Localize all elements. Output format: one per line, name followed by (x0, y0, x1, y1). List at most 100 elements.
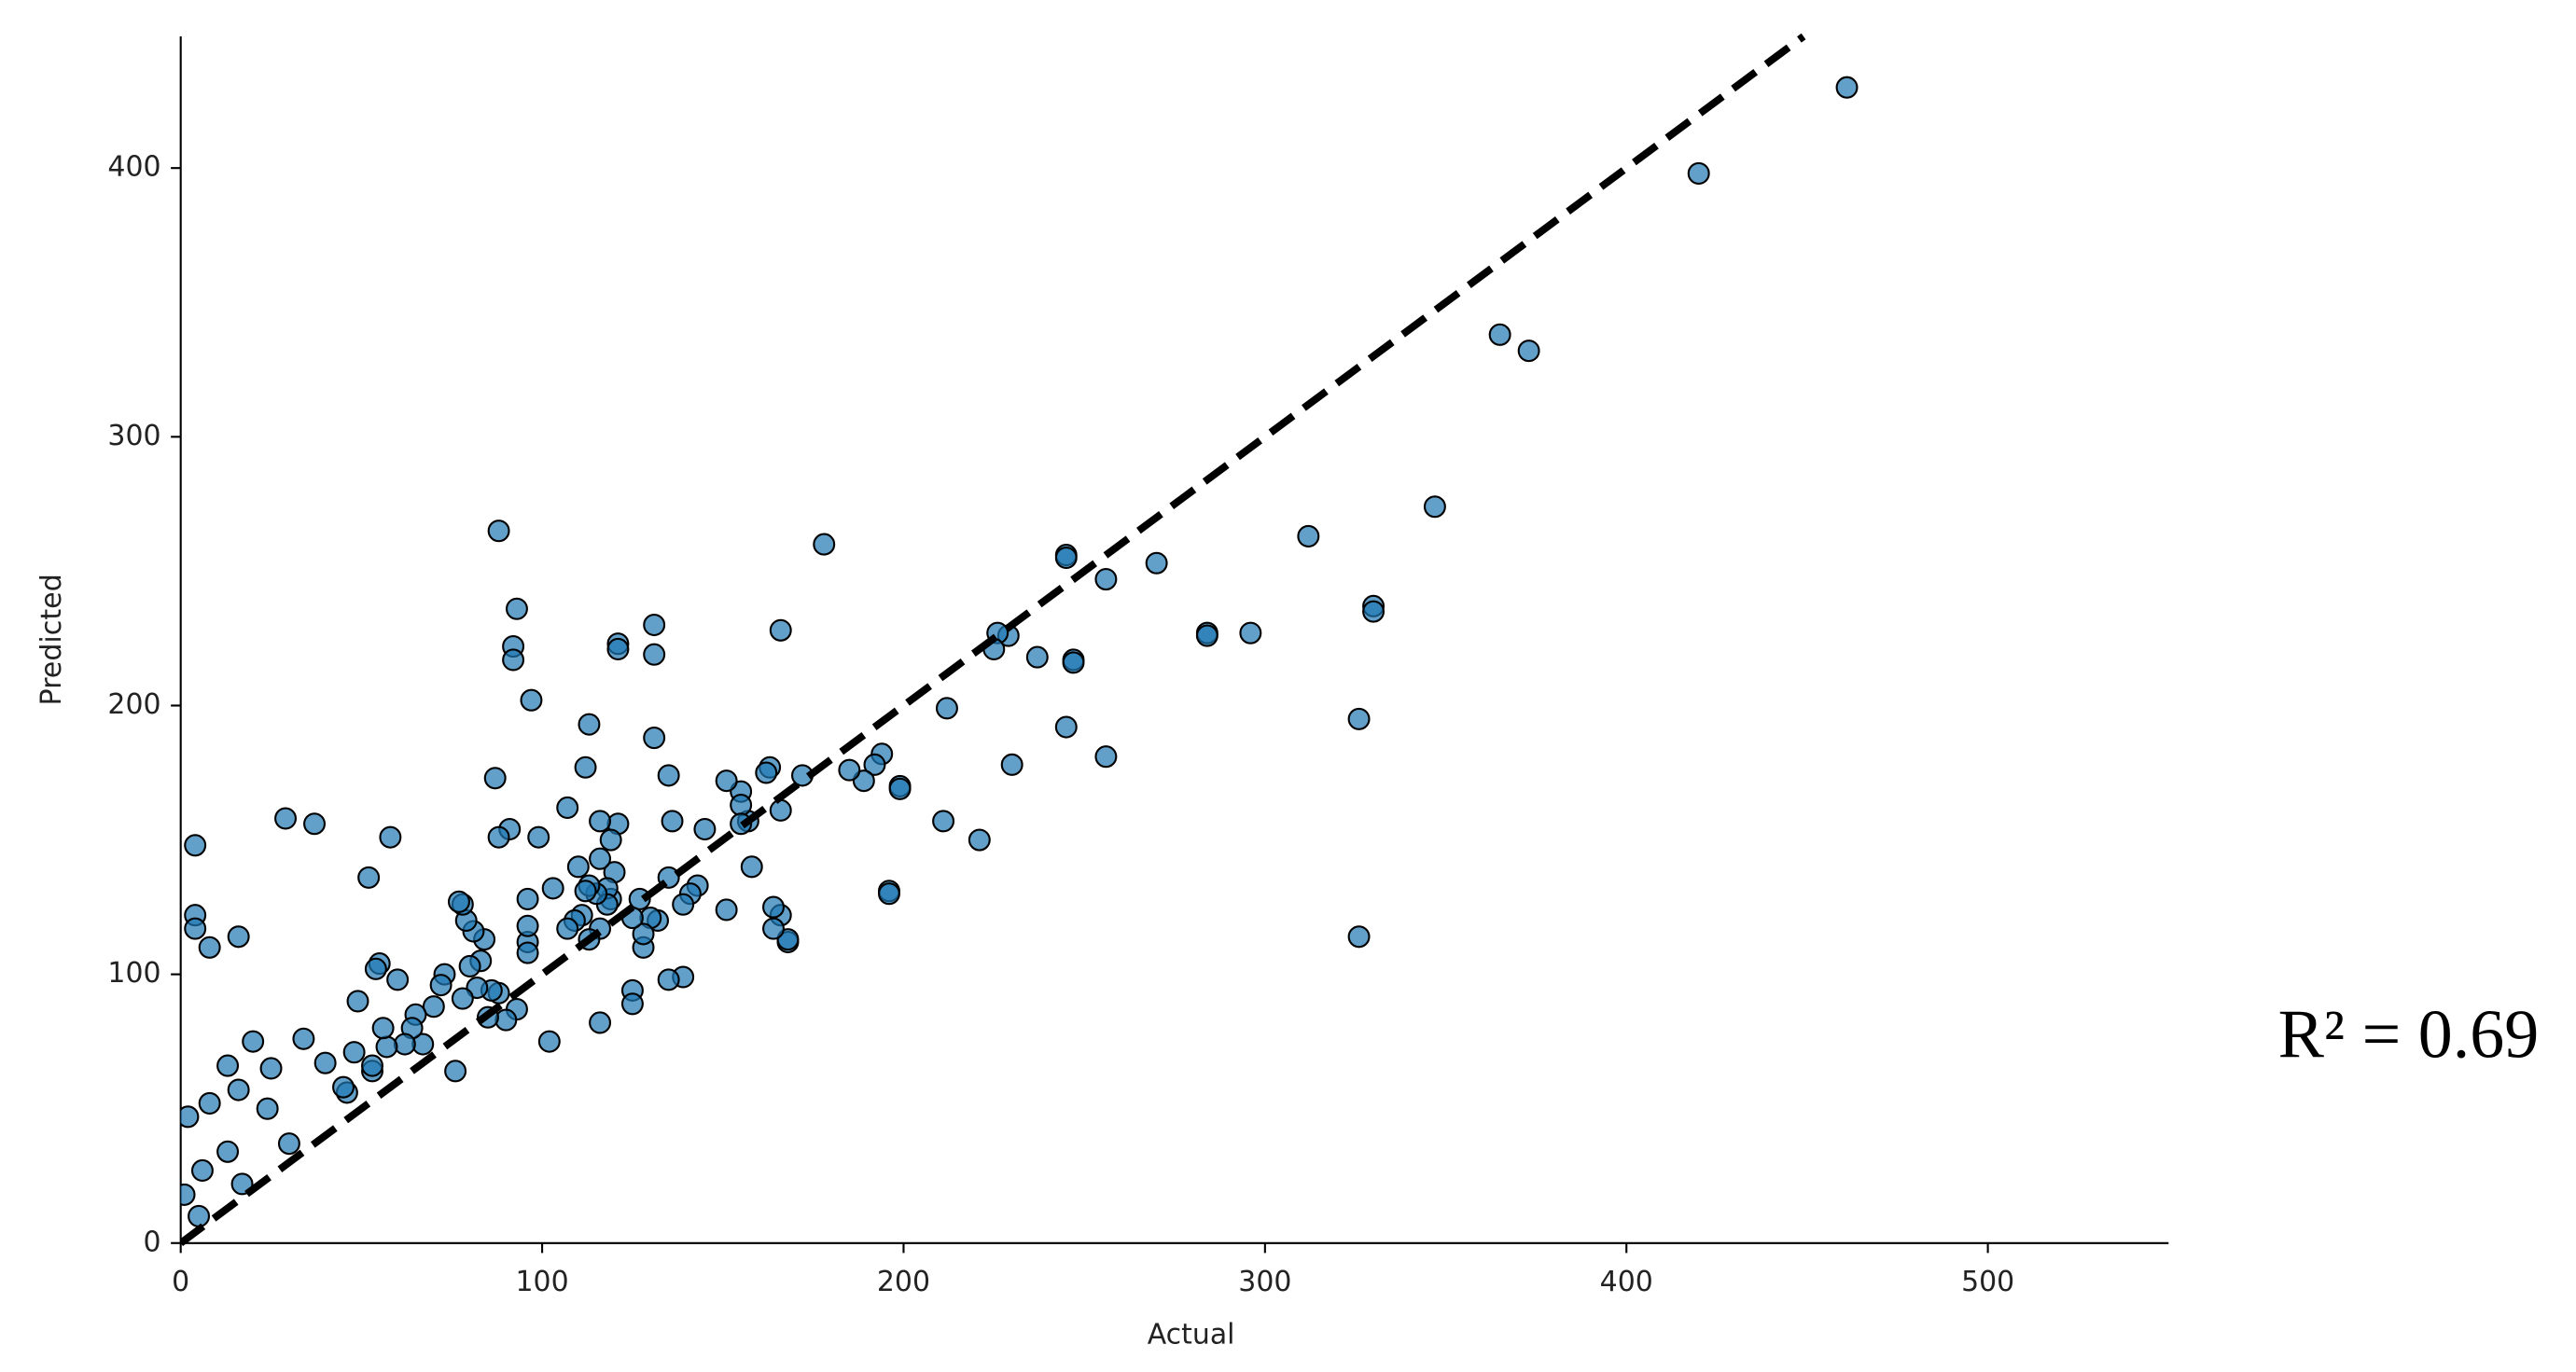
point (516, 887, 539, 910)
point (932, 810, 955, 833)
point (589, 810, 612, 833)
point (1517, 340, 1540, 363)
point (502, 648, 525, 672)
point (1094, 745, 1118, 769)
point (332, 1075, 355, 1099)
point (556, 796, 579, 820)
point (1687, 161, 1710, 185)
point (888, 777, 912, 800)
point (1054, 546, 1078, 570)
point (556, 917, 579, 940)
point (755, 761, 778, 784)
point (1094, 567, 1118, 591)
point (1347, 707, 1371, 730)
x-tick-label: 400 (1600, 1266, 1653, 1298)
point (1488, 323, 1511, 346)
x-tick-label: 500 (1961, 1266, 2014, 1298)
point (715, 769, 738, 793)
point (371, 1017, 395, 1040)
point (379, 825, 402, 849)
point (566, 855, 590, 879)
point (375, 1035, 398, 1059)
point (386, 968, 410, 991)
point (574, 755, 597, 779)
point (1362, 600, 1385, 623)
y-axis-label: Predicted (35, 574, 68, 705)
y-tick-label: 300 (107, 420, 160, 452)
point (578, 713, 601, 736)
point (494, 1008, 518, 1032)
point (313, 1051, 337, 1074)
point (227, 925, 250, 949)
point (505, 597, 528, 620)
point (216, 1054, 240, 1077)
y-tick-label: 0 (144, 1226, 161, 1258)
point (516, 914, 539, 937)
point (1347, 925, 1371, 949)
point (357, 866, 381, 889)
point (487, 825, 510, 849)
point (740, 855, 763, 879)
point (422, 995, 445, 1019)
point (1000, 753, 1023, 776)
point (643, 726, 666, 750)
point (813, 533, 836, 556)
point (762, 917, 785, 940)
point (190, 1158, 214, 1183)
point (574, 880, 597, 903)
point (277, 1132, 300, 1156)
point (693, 817, 717, 841)
point (1297, 524, 1320, 547)
identity-line (180, 33, 1806, 1246)
point (444, 1060, 467, 1083)
point (198, 1091, 221, 1115)
point (606, 637, 630, 661)
point (274, 807, 298, 830)
point (346, 990, 369, 1013)
y-tick-label: 200 (107, 688, 160, 721)
point (715, 898, 738, 922)
point (184, 917, 207, 940)
point (643, 643, 666, 666)
point (863, 753, 886, 776)
point (769, 618, 792, 642)
point (935, 697, 958, 720)
point (589, 1011, 612, 1034)
point (541, 877, 564, 900)
x-tick-label: 0 (172, 1266, 189, 1298)
point (393, 1032, 416, 1056)
point (487, 520, 510, 543)
x-axis-label: Actual (1148, 1318, 1235, 1351)
point (769, 798, 792, 822)
point (1239, 621, 1262, 644)
point (303, 812, 326, 836)
annotation: R² = 0.69 (2278, 996, 2540, 1073)
plot-area (180, 33, 1859, 1246)
point (672, 893, 695, 916)
point (256, 1097, 279, 1120)
point (1054, 715, 1078, 739)
point (342, 1041, 366, 1064)
point (968, 828, 991, 852)
point (1835, 76, 1859, 99)
point (661, 810, 684, 833)
x-tick-label: 300 (1238, 1266, 1291, 1298)
point (1062, 651, 1085, 674)
point (242, 1030, 265, 1053)
point (520, 688, 543, 712)
x-tick-label: 100 (516, 1266, 569, 1298)
point (657, 764, 680, 787)
y-tick-label: 100 (107, 957, 160, 990)
point (180, 1183, 196, 1206)
point (188, 1204, 211, 1227)
point (657, 968, 680, 991)
point (620, 992, 644, 1016)
point (516, 941, 539, 964)
point (361, 1054, 383, 1077)
y-tick-label: 400 (107, 151, 160, 184)
point (1025, 645, 1049, 669)
point (483, 767, 507, 790)
point (1145, 551, 1168, 575)
